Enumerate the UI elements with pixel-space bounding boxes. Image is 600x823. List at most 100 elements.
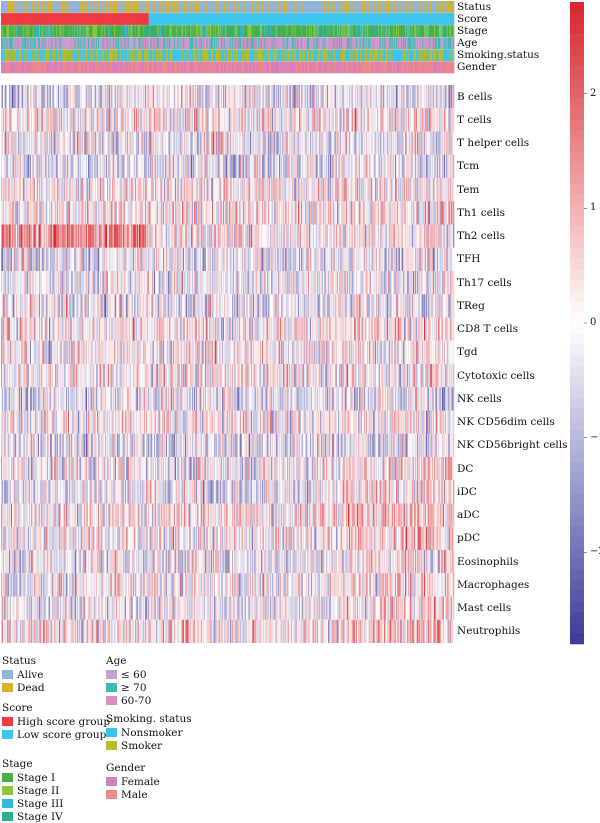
annotation-cell xyxy=(203,37,206,50)
annotation-cell xyxy=(295,25,297,37)
heatmap-cell xyxy=(226,108,228,132)
heatmap-cell xyxy=(107,131,110,155)
annotation-cell xyxy=(280,37,282,50)
annotation-cell xyxy=(52,37,54,50)
annotation-cell xyxy=(224,49,227,62)
heatmap-cell xyxy=(304,131,306,155)
heatmap-cell xyxy=(299,85,301,109)
heatmap-cell xyxy=(357,85,359,109)
annotation-cell xyxy=(147,1,150,13)
annotation-cell xyxy=(255,13,257,25)
annotation-cell xyxy=(133,13,135,25)
annotation-cell xyxy=(144,13,146,25)
heatmap-cell xyxy=(394,154,396,178)
annotation-cell xyxy=(375,25,377,37)
annotation-cell xyxy=(262,1,265,13)
annotation-cell xyxy=(83,1,85,13)
annotation-cell xyxy=(83,37,85,50)
annotation-cell xyxy=(338,61,341,74)
annotation-cell xyxy=(317,49,319,62)
annotation-cell xyxy=(238,37,240,50)
annotation-cell xyxy=(344,61,346,74)
heatmap-cell xyxy=(100,85,102,109)
annotation-cell xyxy=(331,13,333,25)
annotation-cell xyxy=(155,1,157,13)
annotation-cell xyxy=(351,37,353,50)
annotation-cell xyxy=(177,37,179,50)
annotation-cell xyxy=(378,61,381,74)
heatmap-cell xyxy=(317,154,319,178)
annotation-cell xyxy=(194,49,197,62)
annotation-cell xyxy=(401,37,403,50)
annotation-cell xyxy=(164,61,166,74)
annotation-cell xyxy=(191,1,193,13)
annotation-cell xyxy=(124,49,126,62)
annotation-cell xyxy=(83,13,85,25)
annotation-cell xyxy=(365,37,367,50)
heatmap-cell xyxy=(105,108,107,132)
annotation-cell xyxy=(142,1,144,13)
heatmap-cell xyxy=(145,108,148,132)
annotation-cell xyxy=(63,61,65,74)
annotation-cell xyxy=(135,37,138,50)
annotation-cell xyxy=(354,61,356,74)
heatmap-cell xyxy=(41,85,44,109)
heatmap-cell xyxy=(367,108,370,132)
annotation-cell xyxy=(176,49,179,62)
heatmap-cell xyxy=(331,85,333,109)
annotation-cell xyxy=(5,1,7,13)
annotation-cell xyxy=(157,25,159,37)
annotation-cell xyxy=(342,37,344,50)
annotation-cell xyxy=(261,1,263,13)
annotation-cell xyxy=(226,49,228,62)
heatmap-cell xyxy=(251,154,253,178)
annotation-cell xyxy=(58,49,61,62)
heatmap-cell xyxy=(240,154,242,178)
annotation-cell xyxy=(351,25,353,37)
annotation-cell xyxy=(220,61,222,74)
annotation-cell xyxy=(209,37,211,50)
annotation-cell xyxy=(28,37,30,50)
annotation-cell xyxy=(415,25,417,37)
annotation-cell xyxy=(307,37,309,50)
annotation-cell xyxy=(332,25,334,37)
heatmap-cell xyxy=(112,131,114,155)
heatmap-cell xyxy=(69,131,72,155)
heatmap-cell xyxy=(210,154,212,178)
annotation-cell xyxy=(297,1,299,13)
annotation-cell xyxy=(434,13,436,25)
annotation-cell xyxy=(313,49,315,62)
heatmap-cell xyxy=(412,154,414,178)
annotation-cell xyxy=(151,25,153,37)
heatmap-cell xyxy=(444,85,446,109)
annotation-cell xyxy=(439,25,441,37)
heatmap-cell xyxy=(38,154,40,178)
heatmap-cell xyxy=(129,85,131,109)
annotation-cell xyxy=(304,1,306,13)
annotation-cell xyxy=(227,61,229,74)
annotation-cell xyxy=(214,49,217,62)
annotation-cell xyxy=(61,37,63,50)
heatmap-cell xyxy=(62,131,64,155)
heatmap-cell xyxy=(247,108,249,132)
annotation-cell xyxy=(338,13,341,25)
annotation-cell xyxy=(125,49,127,62)
annotation-cell xyxy=(145,13,148,25)
annotation-cell xyxy=(219,25,221,37)
annotation-cell xyxy=(169,61,171,74)
annotation-cell xyxy=(148,61,150,74)
annotation-cell xyxy=(105,49,107,62)
annotation-cell xyxy=(232,49,235,62)
heatmap-cell xyxy=(57,85,59,109)
heatmap-cell xyxy=(418,108,420,132)
heatmap-cell xyxy=(141,154,143,178)
heatmap-cell xyxy=(450,85,452,109)
annotation-cell xyxy=(357,13,359,25)
annotation-cell xyxy=(310,1,313,13)
heatmap-cell xyxy=(45,85,47,109)
annotation-cell xyxy=(450,49,452,62)
annotation-cell xyxy=(268,37,270,50)
annotation-cell xyxy=(256,49,258,62)
heatmap-cell xyxy=(59,108,62,132)
annotation-cell xyxy=(39,1,42,13)
